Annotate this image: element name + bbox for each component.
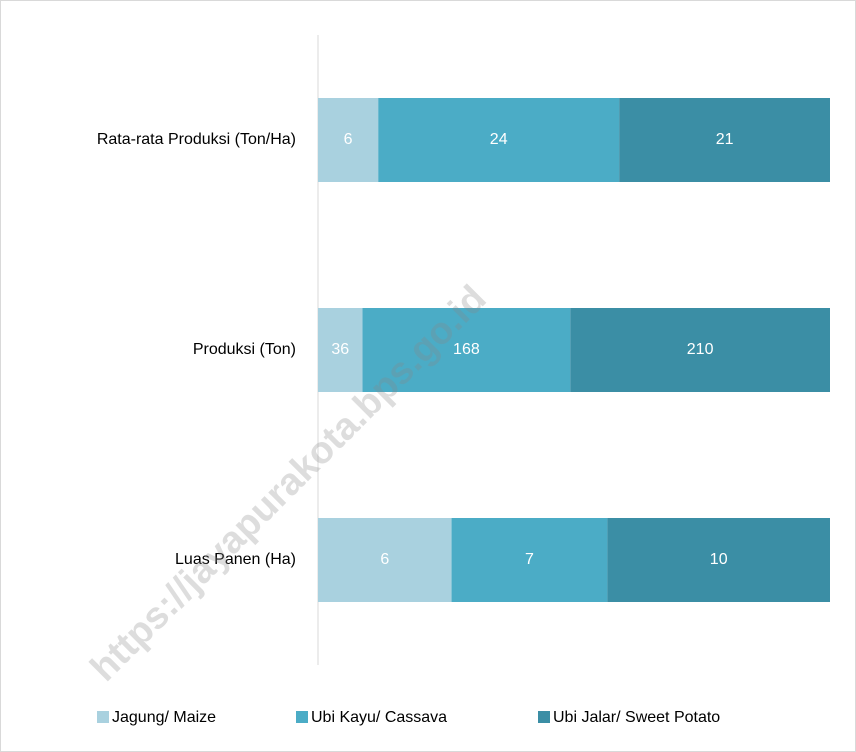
bar-segment bbox=[318, 98, 379, 182]
bar-segment bbox=[451, 518, 608, 602]
data-label: 36 bbox=[331, 341, 349, 358]
bar-segment bbox=[318, 518, 452, 602]
bar-segment bbox=[570, 308, 830, 392]
y-tick-label: Produksi (Ton) bbox=[193, 341, 296, 358]
legend-label: Jagung/ Maize bbox=[112, 709, 216, 726]
data-label: 10 bbox=[710, 551, 728, 568]
y-tick-label: Rata-rata Produksi (Ton/Ha) bbox=[97, 131, 296, 148]
data-label: 21 bbox=[716, 131, 734, 148]
data-label: 24 bbox=[490, 131, 508, 148]
legend-label: Ubi Jalar/ Sweet Potato bbox=[553, 709, 720, 726]
data-label: 7 bbox=[525, 551, 534, 568]
data-label: 210 bbox=[687, 341, 714, 358]
bar-segment bbox=[362, 308, 571, 392]
data-label: 168 bbox=[453, 341, 480, 358]
bar-segment bbox=[607, 518, 830, 602]
data-label: 6 bbox=[344, 131, 353, 148]
legend-swatch bbox=[538, 711, 550, 723]
bar-segment bbox=[378, 98, 620, 182]
legend-swatch bbox=[296, 711, 308, 723]
data-label: 6 bbox=[380, 551, 389, 568]
bar-segment bbox=[619, 98, 830, 182]
legend-swatch bbox=[97, 711, 109, 723]
y-tick-label: Luas Panen (Ha) bbox=[175, 551, 296, 568]
legend-label: Ubi Kayu/ Cassava bbox=[311, 709, 447, 726]
bar-segment bbox=[318, 308, 363, 392]
